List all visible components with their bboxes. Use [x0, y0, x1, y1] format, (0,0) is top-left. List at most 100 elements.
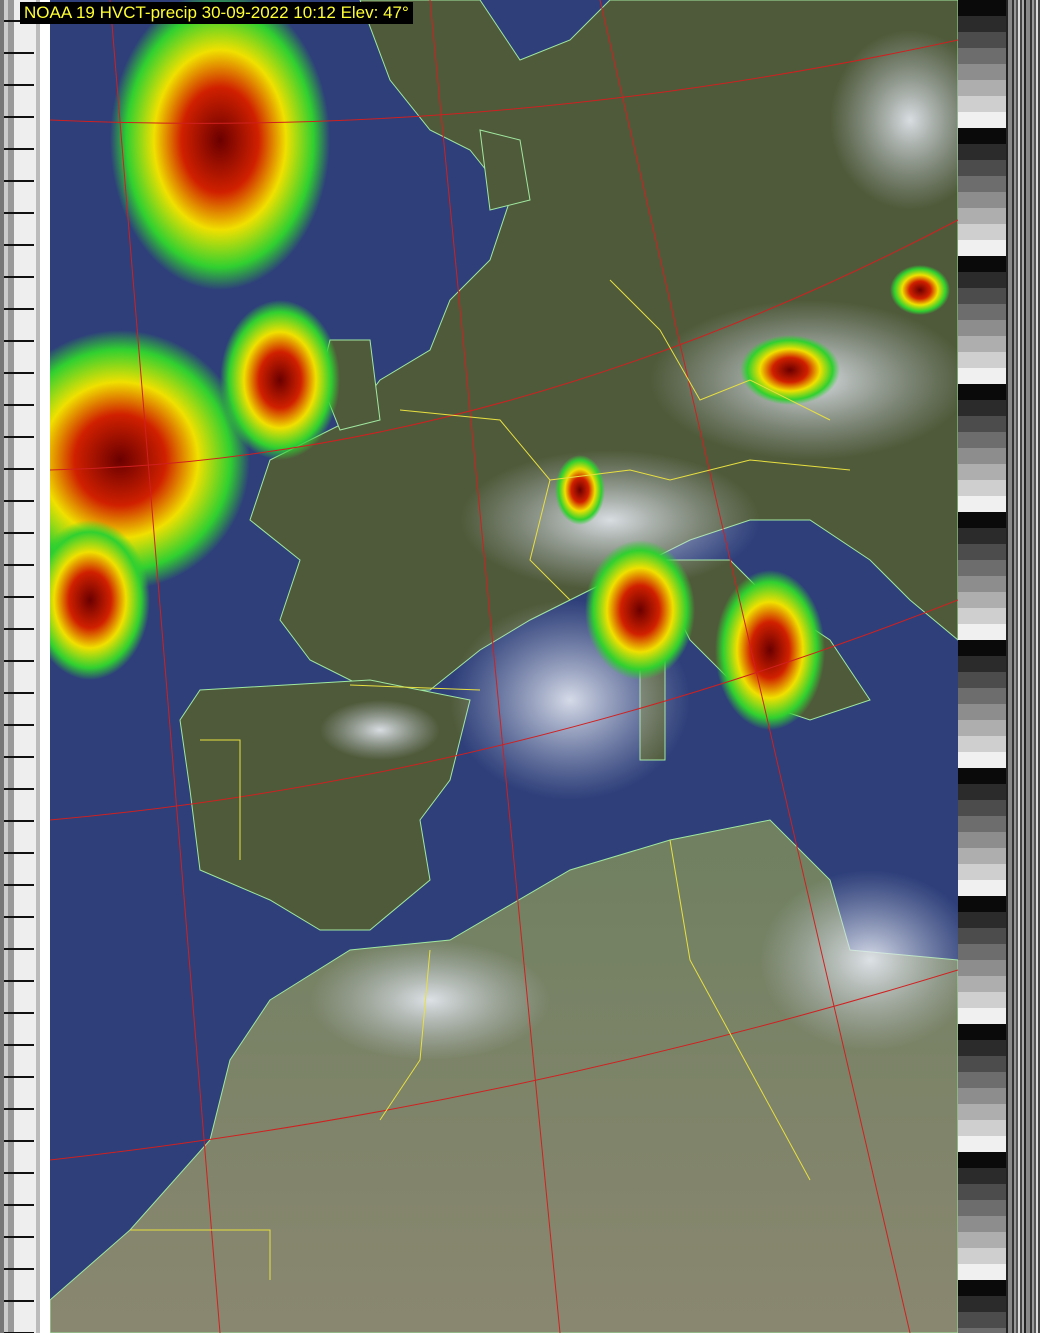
telemetry-tick	[4, 596, 34, 598]
calibration-wedge	[958, 1040, 1006, 1056]
telemetry-tick	[4, 468, 34, 470]
calibration-wedge	[958, 752, 1006, 768]
calibration-wedge	[958, 1168, 1006, 1184]
telemetry-tick	[4, 884, 34, 886]
calibration-wedge	[958, 192, 1006, 208]
telemetry-tick	[4, 20, 34, 22]
satellite-map	[50, 0, 958, 1333]
calibration-wedge	[958, 688, 1006, 704]
telemetry-tick	[4, 340, 34, 342]
calibration-wedge	[958, 128, 1006, 144]
calibration-wedge	[958, 848, 1006, 864]
calibration-wedge	[958, 288, 1006, 304]
calibration-wedge	[958, 400, 1006, 416]
telemetry-tick	[4, 852, 34, 854]
telemetry-tick	[4, 564, 34, 566]
calibration-wedge	[958, 304, 1006, 320]
telemetry-tick	[4, 308, 34, 310]
calibration-wedge	[958, 496, 1006, 512]
telemetry-tick	[4, 820, 34, 822]
calibration-wedge	[958, 928, 1006, 944]
calibration-wedge	[958, 720, 1006, 736]
cloud-cover	[310, 30, 958, 1060]
calibration-wedge	[958, 592, 1006, 608]
calibration-wedge	[958, 560, 1006, 576]
calibration-wedge	[958, 80, 1006, 96]
telemetry-tick	[4, 372, 34, 374]
calibration-wedge	[958, 912, 1006, 928]
calibration-wedge	[958, 1280, 1006, 1296]
calibration-wedge	[958, 96, 1006, 112]
calibration-wedge	[958, 1312, 1006, 1328]
telemetry-tick	[4, 724, 34, 726]
calibration-wedge	[958, 512, 1006, 528]
calibration-wedge	[958, 608, 1006, 624]
telemetry-tick	[4, 692, 34, 694]
calibration-wedge	[958, 528, 1006, 544]
calibration-wedge	[958, 800, 1006, 816]
telemetry-tick	[4, 1108, 34, 1110]
calibration-wedge	[958, 960, 1006, 976]
image-caption: NOAA 19 HVCT-precip 30-09-2022 10:12 Ele…	[20, 2, 413, 24]
calibration-wedge	[958, 384, 1006, 400]
telemetry-tick	[4, 1172, 34, 1174]
calibration-wedge	[958, 576, 1006, 592]
calibration-wedge	[958, 160, 1006, 176]
telemetry-tick	[4, 212, 34, 214]
telemetry-tick	[4, 52, 34, 54]
country-borders	[130, 279, 851, 1280]
telemetry-tick	[4, 1268, 34, 1270]
calibration-wedge	[958, 544, 1006, 560]
telemetry-tick	[4, 532, 34, 534]
calibration-wedge	[958, 1088, 1006, 1104]
calibration-wedge	[958, 1072, 1006, 1088]
calibration-wedge	[958, 880, 1006, 896]
telemetry-tick	[4, 1044, 34, 1046]
calibration-wedge	[958, 1216, 1006, 1232]
telemetry-tick	[4, 1012, 34, 1014]
calibration-wedge	[958, 0, 1006, 16]
calibration-wedge	[958, 32, 1006, 48]
calibration-wedge	[958, 864, 1006, 880]
calibration-wedge	[958, 320, 1006, 336]
telemetry-strip-right	[958, 0, 1040, 1333]
calibration-wedge	[958, 1184, 1006, 1200]
calibration-wedge	[958, 16, 1006, 32]
calibration-wedge	[958, 1328, 1006, 1333]
telemetry-tick	[4, 1140, 34, 1142]
calibration-wedge	[958, 1152, 1006, 1168]
calibration-wedge	[958, 336, 1006, 352]
telemetry-tick	[4, 916, 34, 918]
calibration-wedge	[958, 64, 1006, 80]
calibration-wedge	[958, 1264, 1006, 1280]
calibration-wedge	[958, 480, 1006, 496]
telemetry-tick	[4, 404, 34, 406]
telemetry-tick	[4, 756, 34, 758]
telemetry-tick	[4, 244, 34, 246]
telemetry-tick	[4, 788, 34, 790]
calibration-wedge	[958, 768, 1006, 784]
calibration-wedge	[958, 1248, 1006, 1264]
calibration-wedge	[958, 640, 1006, 656]
calibration-wedge	[958, 1136, 1006, 1152]
calibration-wedge	[958, 1056, 1006, 1072]
telemetry-tick	[4, 1076, 34, 1078]
calibration-wedge	[958, 1104, 1006, 1120]
telemetry-tick	[4, 500, 34, 502]
calibration-wedge	[958, 704, 1006, 720]
calibration-wedge	[958, 1200, 1006, 1216]
calibration-wedges	[958, 0, 1006, 1333]
calibration-wedge	[958, 976, 1006, 992]
calibration-wedge	[958, 432, 1006, 448]
calibration-wedge	[958, 624, 1006, 640]
calibration-wedge	[958, 240, 1006, 256]
telemetry-tick	[4, 436, 34, 438]
calibration-wedge	[958, 416, 1006, 432]
telemetry-tick	[4, 980, 34, 982]
calibration-wedge	[958, 944, 1006, 960]
calibration-wedge	[958, 112, 1006, 128]
precipitation-overlay	[50, 0, 950, 730]
calibration-wedge	[958, 352, 1006, 368]
telemetry-tick	[4, 148, 34, 150]
